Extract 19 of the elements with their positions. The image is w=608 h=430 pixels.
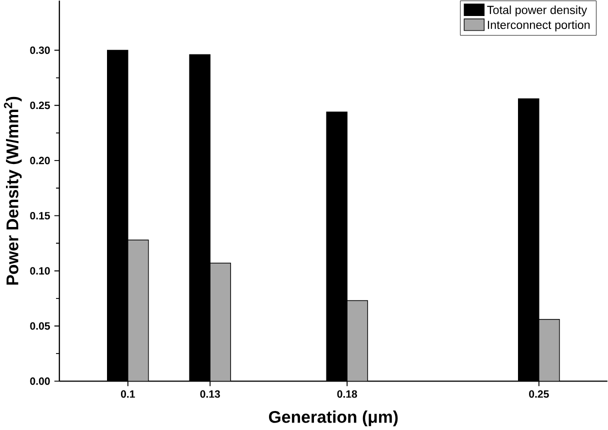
- x-axis-title: Generation (μm): [268, 410, 398, 426]
- x-tick-label: 0.13: [200, 390, 220, 398]
- x-tick-label: 0.1: [120, 390, 135, 398]
- legend-label: Total power density: [487, 5, 588, 16]
- x-tick-label: 0.25: [529, 390, 549, 398]
- y-tick-label: 0.00: [30, 377, 50, 385]
- y-tick-label: 0.05: [30, 322, 50, 330]
- x-tick-label: 0.18: [337, 390, 358, 398]
- y-axis-title: Power Density (W/mm$^{2}$): [4, 96, 22, 285]
- y-tick-label: 0.10: [30, 267, 50, 275]
- bar: [210, 262, 231, 382]
- bar: [538, 318, 560, 382]
- bar: [128, 240, 149, 382]
- y-tick-label: 0.25: [30, 102, 50, 110]
- bar: [346, 300, 368, 382]
- y-tick-label: 0.30: [30, 46, 50, 54]
- y-tick-label: 0.20: [30, 156, 50, 164]
- y-tick-label: 0.15: [30, 212, 50, 220]
- legend-label: Interconnect portion: [488, 20, 590, 32]
